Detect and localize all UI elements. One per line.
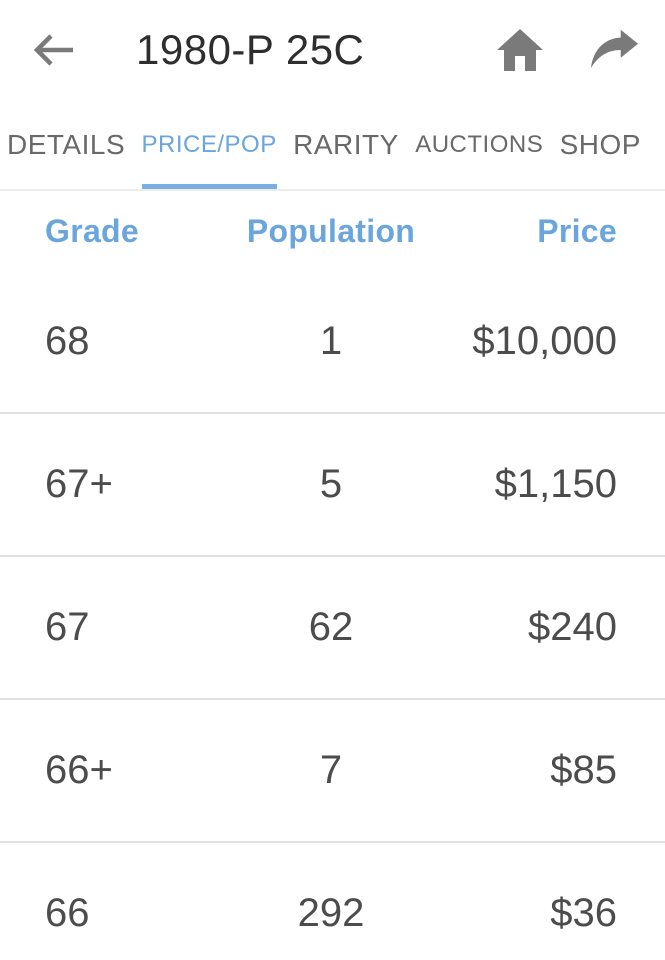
population-cell: 1 (319, 319, 343, 363)
tab-bar: DETAILS PRICE/POP RARITY AUCTIONS SHOP (0, 100, 665, 191)
table-header-row: Grade Population Price (0, 191, 665, 271)
population-cell: 7 (319, 748, 343, 792)
price-cell: $240 (528, 605, 617, 649)
home-button[interactable] (495, 27, 545, 73)
table-row[interactable]: 66 292 $36 (0, 843, 665, 960)
population-cell: 292 (297, 891, 365, 935)
table-row[interactable]: 68 1 $10,000 (0, 271, 665, 414)
home-icon (497, 29, 543, 71)
page-title: 1980-P 25C (136, 26, 365, 73)
column-header-price: Price (537, 212, 617, 249)
grade-cell: 68 (45, 319, 90, 363)
tab-price-pop[interactable]: PRICE/POP (141, 100, 277, 189)
tab-rarity[interactable]: RARITY (293, 128, 399, 160)
tab-auctions[interactable]: AUCTIONS (415, 130, 544, 158)
column-header-population: Population (246, 212, 416, 249)
grade-cell: 66+ (45, 748, 113, 792)
grade-cell: 67 (45, 605, 90, 649)
back-arrow-icon (30, 31, 76, 69)
tab-shop[interactable]: SHOP (559, 128, 641, 160)
tab-details[interactable]: DETAILS (7, 128, 126, 160)
price-cell: $36 (550, 891, 617, 935)
population-cell: 62 (308, 605, 354, 649)
share-icon (589, 29, 639, 71)
table-row[interactable]: 67+ 5 $1,150 (0, 414, 665, 557)
header: 1980-P 25C (0, 0, 665, 100)
table-row[interactable]: 66+ 7 $85 (0, 700, 665, 843)
column-header-grade: Grade (45, 212, 139, 249)
price-pop-table: Grade Population Price 68 1 $10,000 67+ … (0, 191, 665, 960)
back-button[interactable] (30, 30, 76, 70)
population-cell: 5 (319, 462, 343, 506)
price-cell: $10,000 (472, 319, 617, 363)
grade-cell: 67+ (45, 462, 113, 506)
price-cell: $1,150 (494, 462, 617, 506)
table-row[interactable]: 67 62 $240 (0, 557, 665, 700)
price-cell: $85 (550, 748, 617, 792)
share-button[interactable] (589, 27, 639, 73)
grade-cell: 66 (45, 891, 90, 935)
